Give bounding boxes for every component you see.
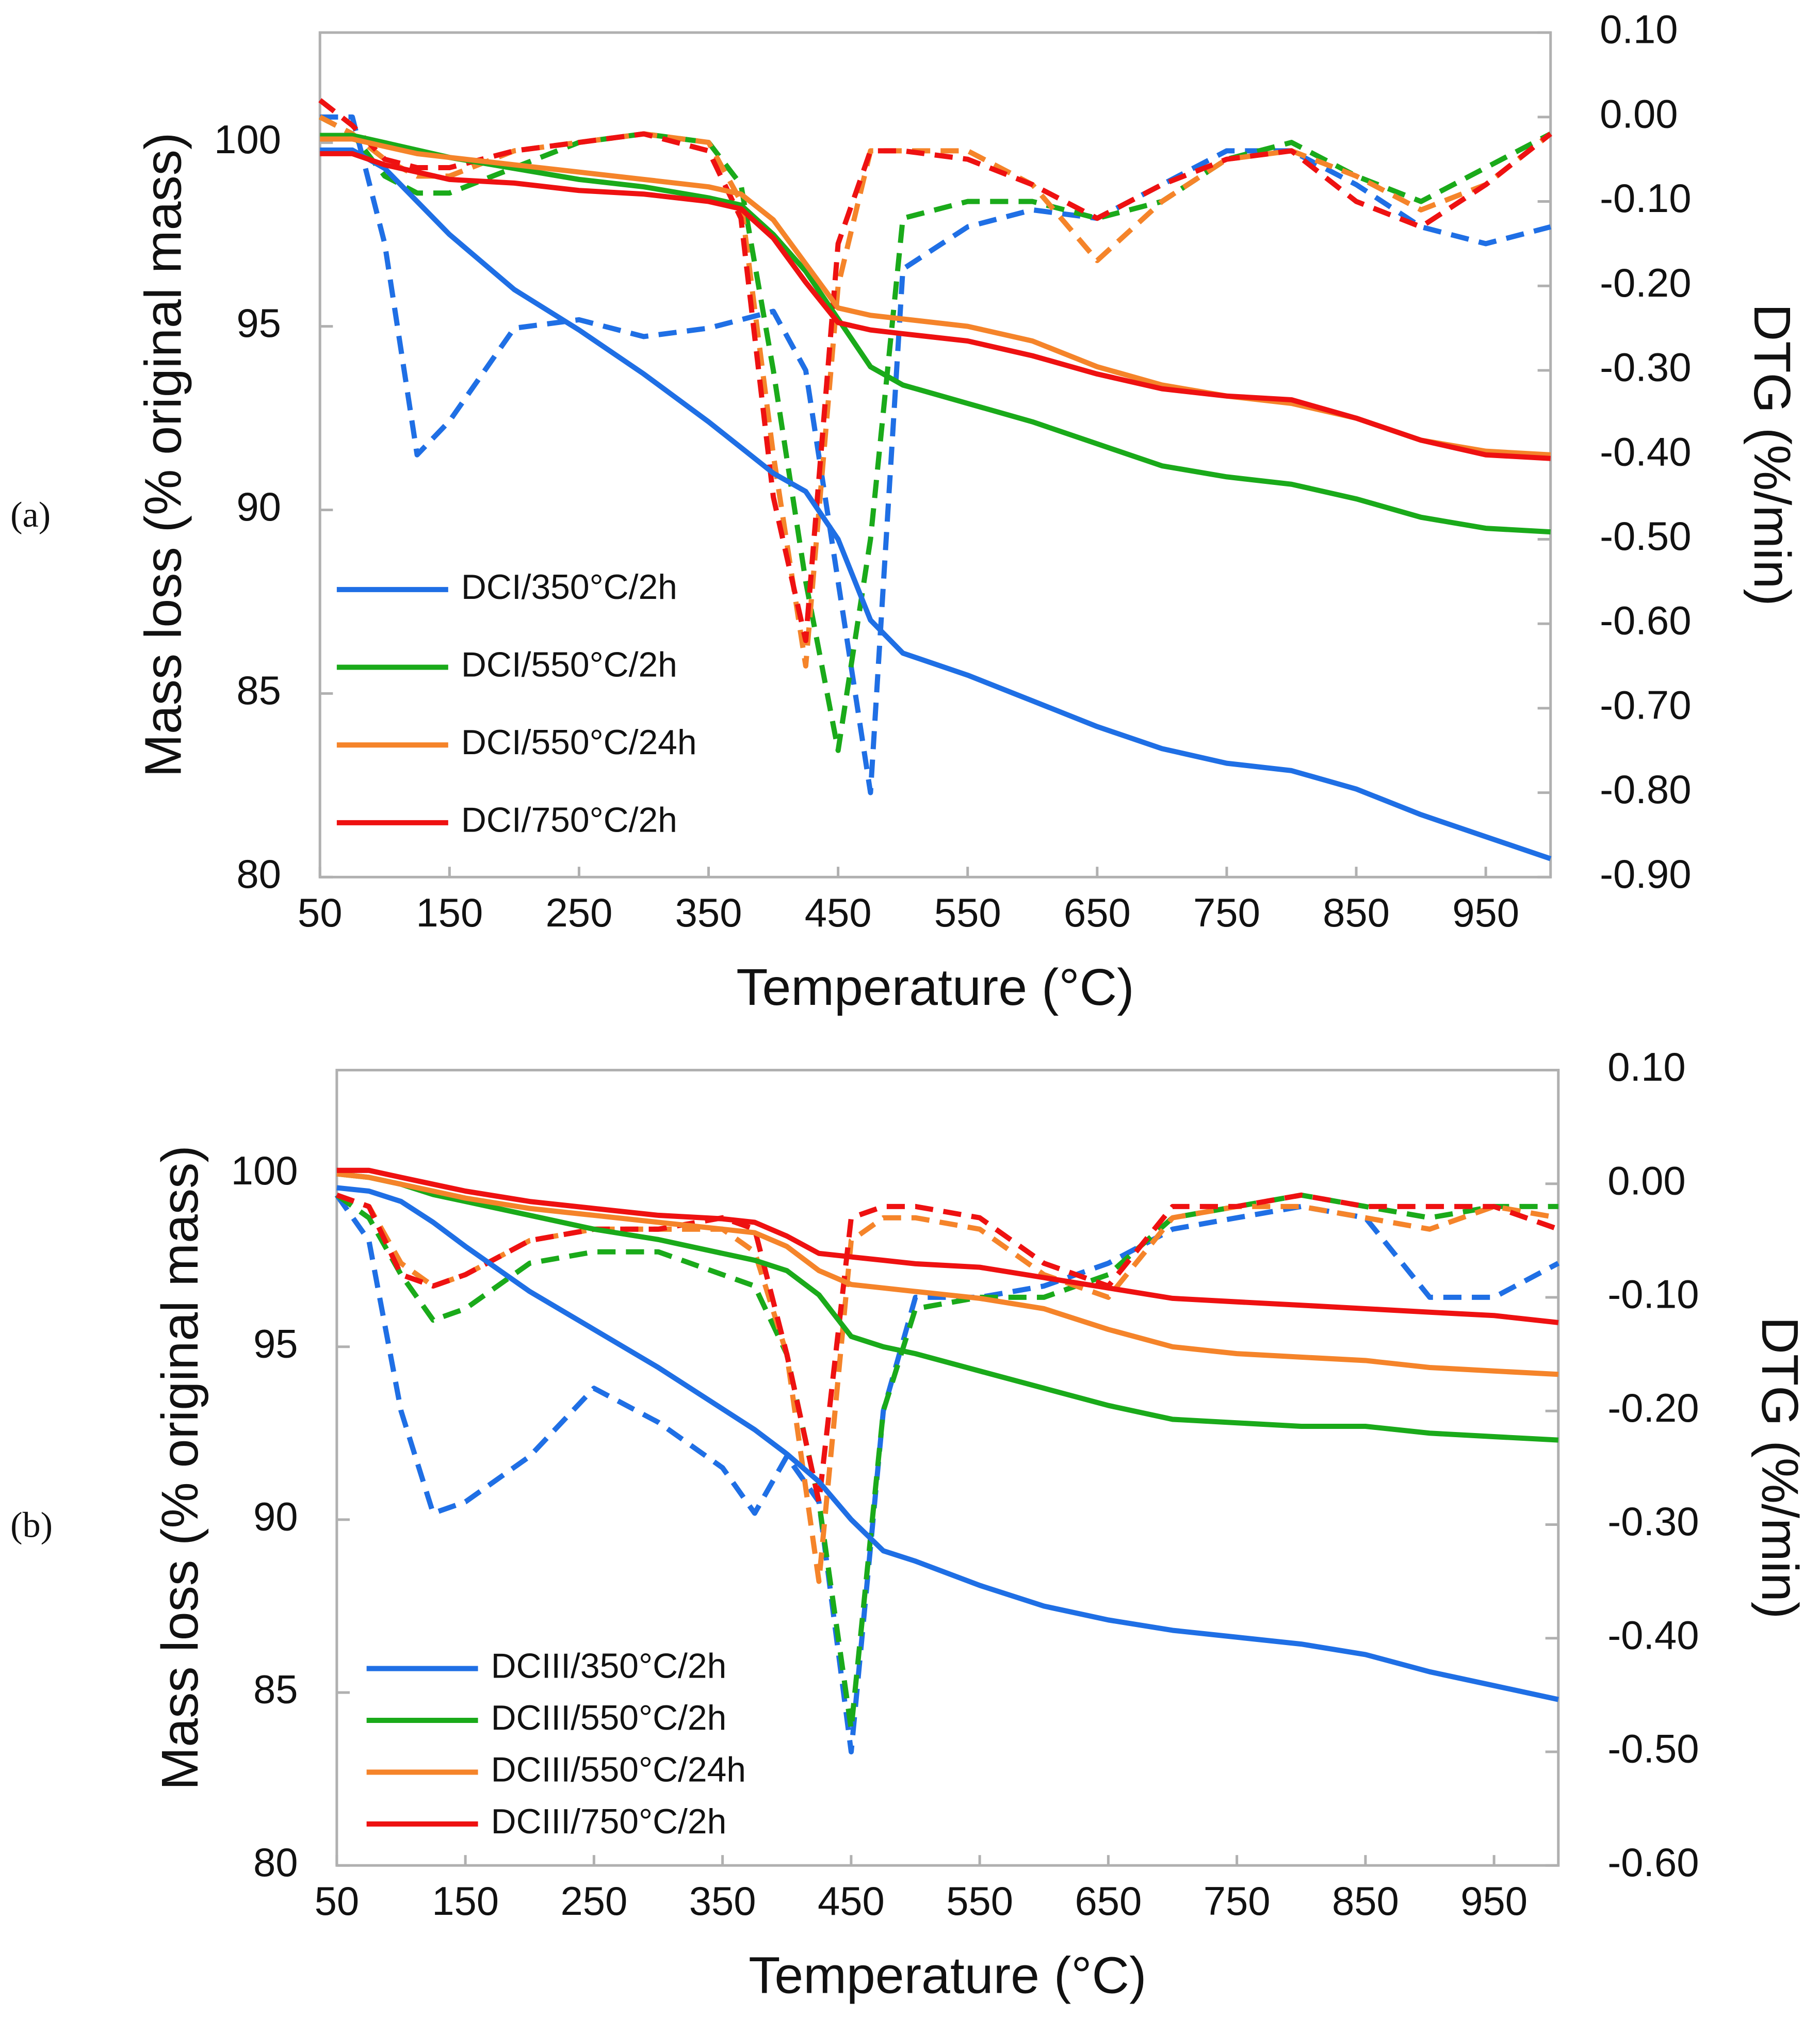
x-tick-label: 650 xyxy=(1075,1879,1142,1924)
y2-tick-label: -0.10 xyxy=(1607,1273,1699,1317)
x-tick-label: 50 xyxy=(298,891,343,935)
y2-tick-label: -0.80 xyxy=(1600,768,1691,812)
y2-axis-label: DTG (%/min) xyxy=(1743,304,1801,606)
y-tick-label: 95 xyxy=(253,1322,298,1366)
y2-tick-label: -0.40 xyxy=(1600,430,1691,474)
y-tick-label: 100 xyxy=(231,1149,298,1193)
y-tick-label: 95 xyxy=(236,301,281,346)
y2-tick-label: 0.10 xyxy=(1600,8,1678,52)
x-tick-label: 350 xyxy=(689,1879,756,1924)
x-tick-label: 150 xyxy=(432,1879,499,1924)
legend-label: DCI/550°C/2h xyxy=(461,645,677,684)
mass-line xyxy=(320,136,1551,458)
y-tick-label: 85 xyxy=(253,1668,298,1712)
dtg-line xyxy=(320,114,1551,795)
x-tick-label: 950 xyxy=(1460,1879,1528,1924)
x-tick-label: 550 xyxy=(934,891,1001,935)
y2-axis-label: DTG (%/min) xyxy=(1751,1316,1809,1619)
mass-line xyxy=(336,1185,1559,1702)
x-tick-label: 850 xyxy=(1323,891,1390,935)
y-tick-label: 90 xyxy=(236,485,281,529)
mass-line xyxy=(336,1167,1559,1325)
y2-tick-label: 0.00 xyxy=(1607,1159,1685,1203)
y2-tick-label: -0.20 xyxy=(1607,1386,1699,1430)
dtg-line xyxy=(334,1193,1560,1755)
mass-line xyxy=(336,1171,1559,1443)
y2-tick-label: -0.60 xyxy=(1600,599,1691,643)
mass-line xyxy=(320,151,1551,461)
x-tick-label: 550 xyxy=(946,1879,1013,1924)
y2-tick-label: -0.40 xyxy=(1607,1613,1699,1657)
legend-label: DCIII/550°C/24h xyxy=(491,1750,746,1789)
x-axis-label: Temperature (°C) xyxy=(749,1947,1146,2005)
y2-tick-label: -0.90 xyxy=(1600,852,1691,897)
y2-tick-label: -0.70 xyxy=(1600,683,1691,727)
legend-label: DCIII/750°C/2h xyxy=(491,1802,727,1841)
mass-line xyxy=(320,147,1552,861)
legend-label: DCI/750°C/2h xyxy=(461,801,677,840)
y2-tick-label: 0.10 xyxy=(1607,1045,1685,1089)
x-tick-label: 150 xyxy=(416,891,483,935)
panel-label: (a) xyxy=(10,495,51,535)
panel-label: (b) xyxy=(10,1505,53,1545)
x-tick-label: 50 xyxy=(315,1879,360,1924)
y-tick-label: 85 xyxy=(236,669,281,713)
y-tick-label: 80 xyxy=(236,852,281,897)
x-tick-label: 450 xyxy=(818,1879,885,1924)
legend-label: DCIII/350°C/2h xyxy=(491,1647,727,1685)
mass-line xyxy=(320,133,1551,535)
plot-frame xyxy=(335,1068,1560,1867)
y2-tick-label: 0.00 xyxy=(1600,92,1678,136)
x-tick-label: 250 xyxy=(560,1879,627,1924)
dtg-line xyxy=(318,98,1552,643)
x-tick-label: 650 xyxy=(1064,891,1131,935)
y2-tick-label: -0.30 xyxy=(1607,1500,1699,1544)
legend-label: DCIII/550°C/2h xyxy=(491,1699,727,1737)
x-tick-label: 750 xyxy=(1193,891,1260,935)
dtg-line xyxy=(336,1192,1559,1505)
y-axis-label: Mass loss (% original mass) xyxy=(134,133,192,777)
y-tick-label: 100 xyxy=(214,118,281,162)
dtg-line xyxy=(336,1193,1559,1584)
dtg-line xyxy=(318,115,1552,753)
mass-line xyxy=(336,1171,1559,1377)
legend-label: DCI/350°C/2h xyxy=(461,568,677,607)
y2-tick-label: -0.50 xyxy=(1607,1727,1699,1771)
y2-tick-label: -0.50 xyxy=(1600,514,1691,559)
legend-label: DCI/550°C/24h xyxy=(461,723,697,762)
y-tick-label: 80 xyxy=(253,1841,298,1885)
y-axis-label: Mass loss (% original mass) xyxy=(151,1145,209,1790)
y2-tick-label: -0.10 xyxy=(1600,176,1691,221)
x-axis-label: Temperature (°C) xyxy=(736,958,1134,1016)
x-tick-label: 850 xyxy=(1332,1879,1399,1924)
x-tick-label: 350 xyxy=(675,891,742,935)
x-tick-label: 450 xyxy=(805,891,872,935)
x-tick-label: 950 xyxy=(1452,891,1519,935)
x-tick-label: 250 xyxy=(546,891,613,935)
y2-tick-label: -0.60 xyxy=(1607,1841,1699,1885)
y2-tick-label: -0.30 xyxy=(1600,346,1691,390)
x-tick-label: 750 xyxy=(1204,1879,1271,1924)
y2-tick-label: -0.20 xyxy=(1600,261,1691,305)
y-tick-label: 90 xyxy=(253,1494,298,1539)
